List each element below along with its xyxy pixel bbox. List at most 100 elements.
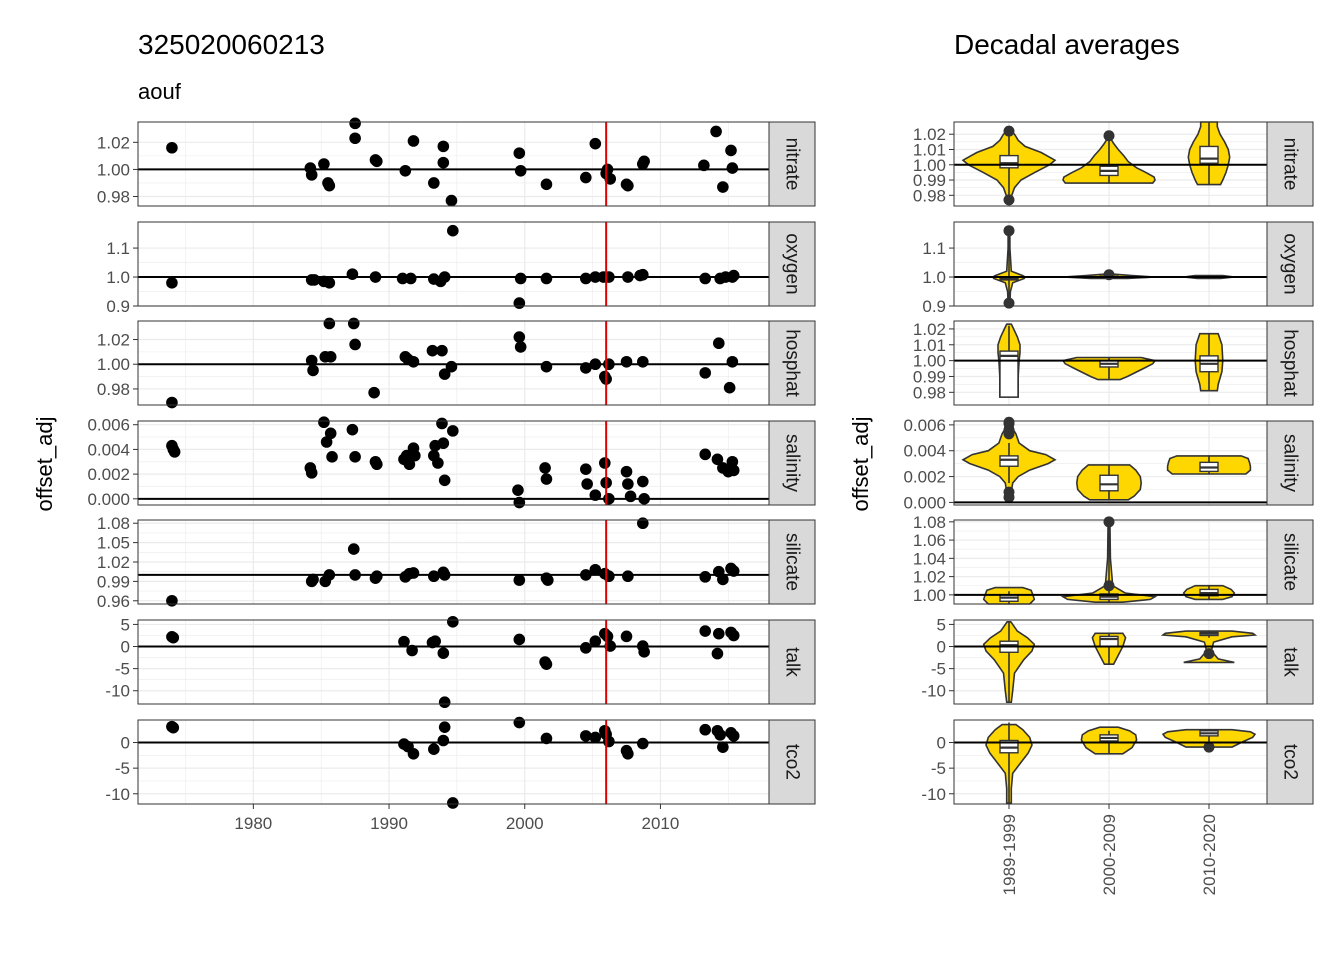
data-point — [599, 457, 611, 469]
data-point — [727, 464, 740, 477]
scatter-panel-oxygen: 0.9 1.0 1.1 oxygen — [106, 221, 816, 316]
y-tick-label: 0.98 — [97, 380, 130, 399]
y-tick-label: 0.99 — [913, 367, 946, 386]
facet-strip — [1266, 719, 1314, 805]
data-point — [447, 224, 459, 237]
data-point — [714, 729, 726, 741]
data-point — [698, 159, 710, 172]
points-group — [166, 615, 740, 709]
facet-strip-label: talk — [782, 647, 803, 677]
data-point — [437, 734, 450, 747]
points-group — [166, 117, 739, 207]
y-tick-label: -5 — [115, 660, 130, 679]
y-tick-label: 5 — [121, 615, 130, 634]
left-chart-title: 325020060213 — [138, 29, 325, 60]
data-point — [346, 268, 359, 280]
y-tick-label: 0.98 — [97, 188, 130, 207]
data-point — [409, 449, 421, 462]
data-point — [349, 117, 361, 130]
violin-panel-oxygen: 0.9 1.0 1.1 oxygen — [922, 221, 1314, 316]
data-point — [371, 570, 383, 583]
data-point — [437, 140, 450, 153]
facet-strip-label: hosphat — [782, 329, 803, 397]
data-point — [305, 467, 318, 479]
data-point — [167, 721, 180, 734]
data-point — [514, 164, 527, 177]
data-point — [513, 331, 526, 343]
x-tick-label: 2010-2020 — [1200, 814, 1219, 895]
data-point — [542, 574, 554, 586]
data-point — [428, 570, 440, 583]
data-point — [318, 158, 330, 170]
outlier-point — [1003, 225, 1015, 237]
facet-strip — [768, 619, 816, 705]
data-point — [407, 135, 420, 147]
data-point — [438, 696, 451, 709]
y-tick-label: 0.000 — [87, 490, 130, 509]
data-point — [396, 272, 409, 285]
data-point — [346, 423, 359, 436]
data-point — [726, 455, 739, 468]
data-point — [436, 344, 448, 357]
data-point — [540, 473, 553, 485]
data-point — [305, 354, 318, 367]
panel-background — [138, 720, 769, 804]
violin-panel-nitrate: 0.980.991.001.011.02 nitrate — [913, 121, 1314, 207]
data-point — [717, 181, 729, 193]
data-point — [699, 723, 712, 736]
data-point — [436, 417, 448, 430]
data-point — [604, 173, 617, 185]
y-tick-label: 1.02 — [97, 133, 130, 152]
data-point — [437, 647, 450, 659]
data-point — [514, 272, 527, 285]
y-tick-label: 1.05 — [97, 534, 130, 553]
data-point — [437, 437, 450, 450]
y-tick-label: 0.002 — [87, 465, 130, 484]
outlier-point — [1003, 194, 1015, 206]
facet-strip-label: salinity — [782, 434, 803, 493]
data-point — [513, 716, 526, 729]
data-point — [726, 355, 739, 368]
scatter-panel-salinity: 0.000 0.002 0.004 0.006 salinity — [87, 416, 816, 509]
data-point — [167, 631, 180, 644]
y-tick-label: 1.02 — [97, 331, 130, 350]
data-point — [603, 493, 615, 505]
data-point — [447, 615, 459, 628]
data-point — [699, 448, 712, 461]
y-tick-label: -10 — [921, 785, 946, 804]
y-tick-label: 0.006 — [903, 416, 946, 435]
data-point — [622, 570, 634, 583]
data-point — [513, 496, 526, 509]
data-point — [305, 169, 318, 181]
data-point — [347, 317, 360, 330]
data-point — [699, 571, 712, 583]
data-point — [438, 474, 451, 487]
scatter-panel-talk: -10 -5 0 5 talk — [105, 615, 816, 709]
data-point — [540, 272, 553, 285]
violin-panel-talk: -10 -5 0 5 talk — [921, 615, 1314, 705]
data-point — [320, 436, 333, 448]
data-point — [603, 358, 615, 371]
scatter-panel-silicate: 0.960.991.021.051.08 silicate — [97, 514, 816, 611]
data-point — [513, 633, 526, 646]
data-point — [514, 341, 527, 353]
x-tick-label: 1990 — [370, 814, 408, 833]
data-point — [369, 271, 382, 283]
data-point — [604, 640, 617, 652]
data-point — [711, 453, 724, 466]
y-tick-label: 1.02 — [913, 320, 946, 339]
data-point — [166, 141, 178, 154]
outlier-point — [1003, 125, 1015, 137]
data-point — [445, 360, 458, 373]
data-point — [447, 425, 459, 437]
y-tick-label: 0 — [121, 734, 130, 753]
outlier-point — [1003, 416, 1015, 428]
data-point — [717, 573, 729, 586]
data-point — [637, 475, 649, 488]
data-point — [404, 272, 417, 285]
data-point — [699, 272, 712, 285]
facet-strip-label: salinity — [1280, 434, 1301, 493]
outlier-point — [1103, 269, 1115, 281]
y-tick-label: 1.0 — [922, 268, 946, 287]
